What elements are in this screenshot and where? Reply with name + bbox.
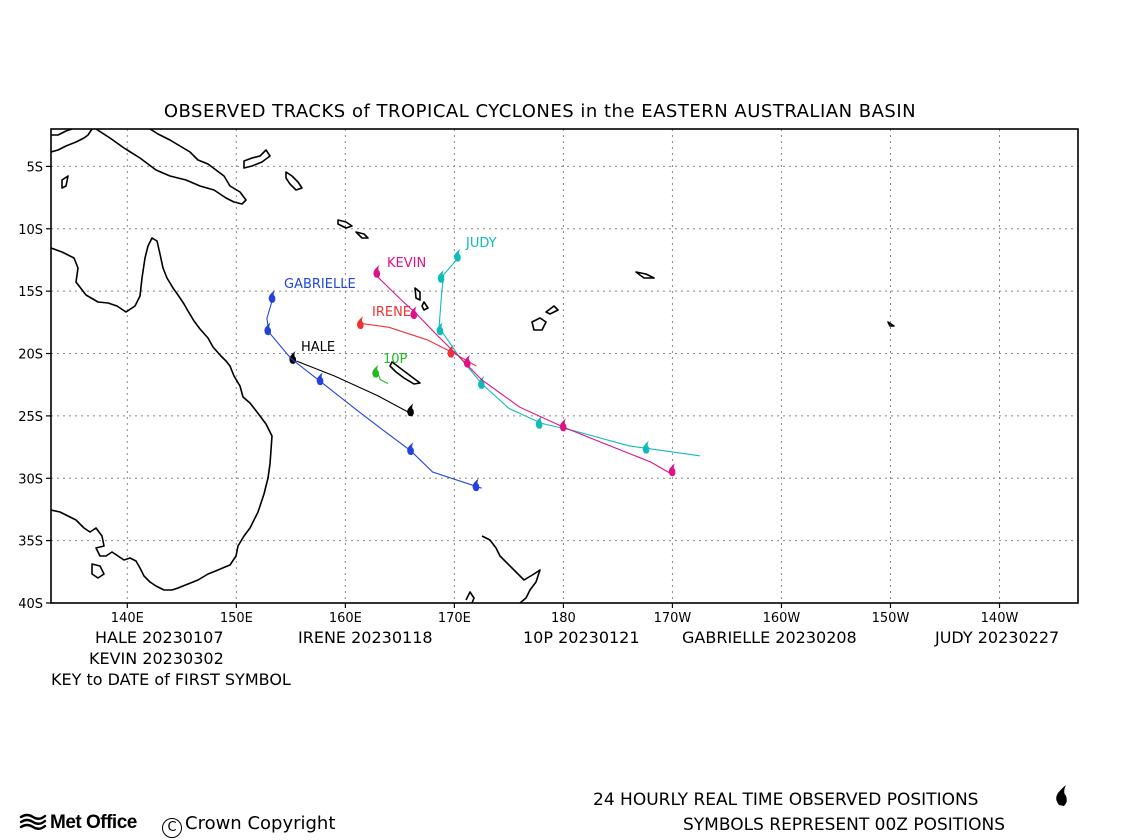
key-entry-kevin: KEVIN 20230302 [89,649,224,668]
cyclone-position-symbol [410,306,418,320]
cyclone-position-symbol [535,415,543,429]
track-line [361,323,477,367]
lon-label: 150E [220,611,253,626]
cyclone-position-symbol [264,322,272,336]
met-office-logo: Met Office [18,812,137,836]
footer-line-2: SYMBOLS REPRESENT 00Z POSITIONS [683,815,1006,835]
track-line [377,373,389,384]
lon-label: 150W [872,611,910,626]
cyclone-position-symbol [477,376,485,389]
cyclone-position-symbol [407,403,414,417]
storm-label: HALE [301,340,335,355]
cyclone-position-symbol [268,289,276,303]
copyright-mark: C [162,818,182,838]
coast-australia [51,237,273,591]
lat-label: 15S [18,285,43,300]
lon-label: 160E [329,611,362,626]
coast-solomons-b [355,231,369,239]
cyclone-position-symbol [356,316,364,330]
axis-ticks: 140E 150E 160E 170E 180 170W 160W 150W 140W 5S 10S… [18,160,1018,626]
coast-new-britain [243,149,271,169]
coast-new-caledonia [389,361,421,385]
grid-lines [51,129,1078,603]
coast-vanuatu-a [414,287,421,301]
lon-label: 160W [763,611,801,626]
met-office-logo-text: Met Office [50,812,137,833]
coast-new-guinea [51,129,247,205]
cyclone-position-symbol [472,478,480,492]
coastlines [51,129,895,603]
storm-label: GABRIELLE [284,277,356,292]
cyclone-position-symbol [668,463,676,477]
key-entry-10p: 10P 20230121 [523,628,640,647]
coast-fiji-b [545,305,559,315]
track-line [376,275,673,475]
copyright-text: Crown Copyright [185,813,336,834]
storm-irene: IRENE [356,305,477,367]
plot-frame [50,128,1079,604]
storm-label: 10P [383,352,408,367]
key-entry-hale: HALE 20230107 [95,628,224,647]
lon-label: 180 [551,611,576,626]
storm-kevin: KEVIN [373,256,676,477]
cyclone-position-symbol [447,344,455,358]
cyclone-position-symbol [454,248,461,262]
lat-label: 40S [18,597,43,612]
cyclone-position-symbol [463,354,471,368]
lon-label: 170W [654,611,692,626]
key-entry-judy: JUDY 20230227 [935,628,1060,647]
coast-solomons-a [337,219,353,229]
lat-label: 10S [18,223,43,238]
cyclone-position-symbol [316,372,324,386]
track-line [296,360,414,416]
cyclone-position-symbol [437,269,445,283]
coast-nz-north [481,535,541,603]
lon-label: 170E [438,611,471,626]
coast-nz-south [465,591,475,603]
lat-label: 30S [18,472,43,487]
map-title: OBSERVED TRACKS of TROPICAL CYCLONES in … [163,101,917,122]
storm-label: JUDY [465,236,497,251]
key-entry-gabrielle: GABRIELLE 20230208 [682,628,857,647]
track-line [438,255,700,457]
lat-label: 35S [18,535,43,550]
cyclone-position-symbol [407,442,414,456]
lon-label: 140E [111,611,144,626]
coast-tahiti [887,321,895,327]
lat-label: 5S [26,160,43,175]
cyclone-position-symbol [559,418,567,432]
met-office-waves-icon [18,812,48,836]
storm-label: IRENE [372,305,411,320]
storm-10p: 10P [372,352,408,384]
footer-line-1: 24 HOURLY REAL TIME OBSERVED POSITIONS [593,790,979,810]
coast-tasmania [91,563,105,579]
coast-samoa [635,271,655,279]
lat-label: 20S [18,348,43,363]
cyclone-position-symbol [642,440,650,454]
storm-label: KEVIN [387,256,426,271]
cyclone-position-symbol [373,264,381,278]
cyclone-position-symbol [372,364,379,378]
key-caption: KEY to DATE of FIRST SYMBOL [51,670,291,689]
coast-fiji-a [531,317,547,331]
cyclone-tracks: HALE IRENE 10P GABRIELLE JUDY KEVIN [264,236,700,492]
storm-gabrielle: GABRIELLE [264,277,482,492]
lat-label: 25S [18,410,43,425]
copyright: C Crown Copyright [162,813,335,838]
coast-bougainville [285,171,303,191]
coast-small-isl-a [61,175,69,189]
cyclone-position-symbol [436,322,444,336]
lon-label: 140W [981,611,1019,626]
storm-judy: JUDY [436,236,700,457]
legend-cyclone-symbol [1056,785,1067,806]
coast-vanuatu-b [421,301,429,311]
key-entry-irene: IRENE 20230118 [298,628,433,647]
